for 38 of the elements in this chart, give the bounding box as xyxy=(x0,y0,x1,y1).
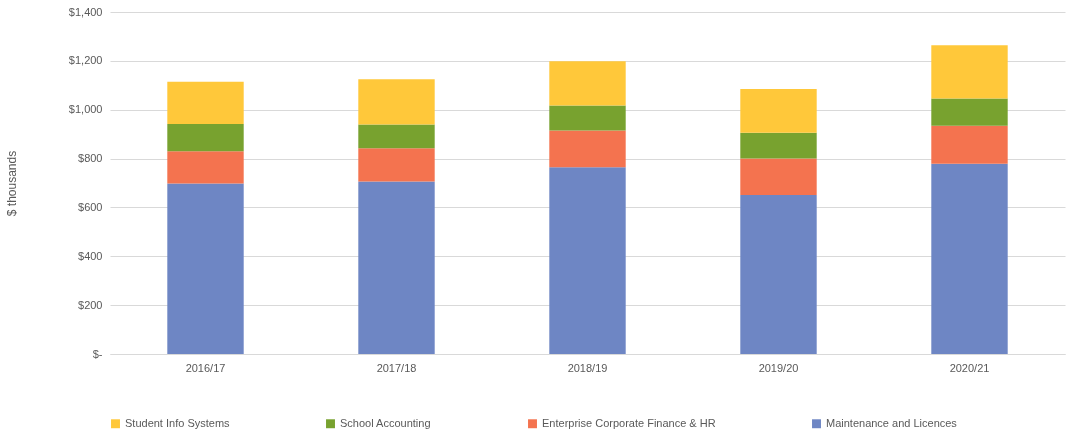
bar xyxy=(740,132,817,159)
legend-label: Maintenance and Licences xyxy=(826,416,958,429)
legend-label: School Accounting xyxy=(340,416,431,429)
y-tick-label: $600 xyxy=(78,200,103,213)
bar xyxy=(931,98,1008,126)
bar xyxy=(358,148,435,182)
bar xyxy=(740,88,817,133)
y-axis-title: $ thousands xyxy=(4,150,19,217)
bar xyxy=(931,45,1008,99)
legend-label: Enterprise Corporate Finance & HR xyxy=(542,416,716,429)
bar xyxy=(931,163,1008,354)
bar xyxy=(549,130,626,168)
y-tick-label: $- xyxy=(92,347,103,360)
x-tick-label: 2016/17 xyxy=(185,361,226,374)
bar xyxy=(358,124,435,149)
y-tick-label: $200 xyxy=(78,298,103,311)
y-tick-label: $1,000 xyxy=(68,103,103,116)
bar xyxy=(167,81,244,124)
x-tick-label: 2019/20 xyxy=(758,361,799,374)
bar xyxy=(549,167,626,354)
bar xyxy=(358,181,435,354)
bar xyxy=(167,183,244,354)
bar xyxy=(740,194,817,354)
x-tick-label: 2017/18 xyxy=(376,361,417,374)
bar xyxy=(358,79,435,125)
bar xyxy=(167,151,244,184)
x-tick-label: 2018/19 xyxy=(567,361,608,374)
y-tick-label: $1,200 xyxy=(68,54,103,67)
bar xyxy=(931,125,1008,164)
y-tick-label: $1,400 xyxy=(68,5,103,18)
y-tick-label: $800 xyxy=(78,152,103,165)
bar xyxy=(167,123,244,152)
x-tick-label: 2020/21 xyxy=(949,361,990,374)
y-tick-label: $400 xyxy=(78,249,103,262)
bar xyxy=(549,61,626,106)
legend-label: Student Info Systems xyxy=(125,416,231,429)
bar xyxy=(740,158,817,195)
bar xyxy=(549,105,626,131)
